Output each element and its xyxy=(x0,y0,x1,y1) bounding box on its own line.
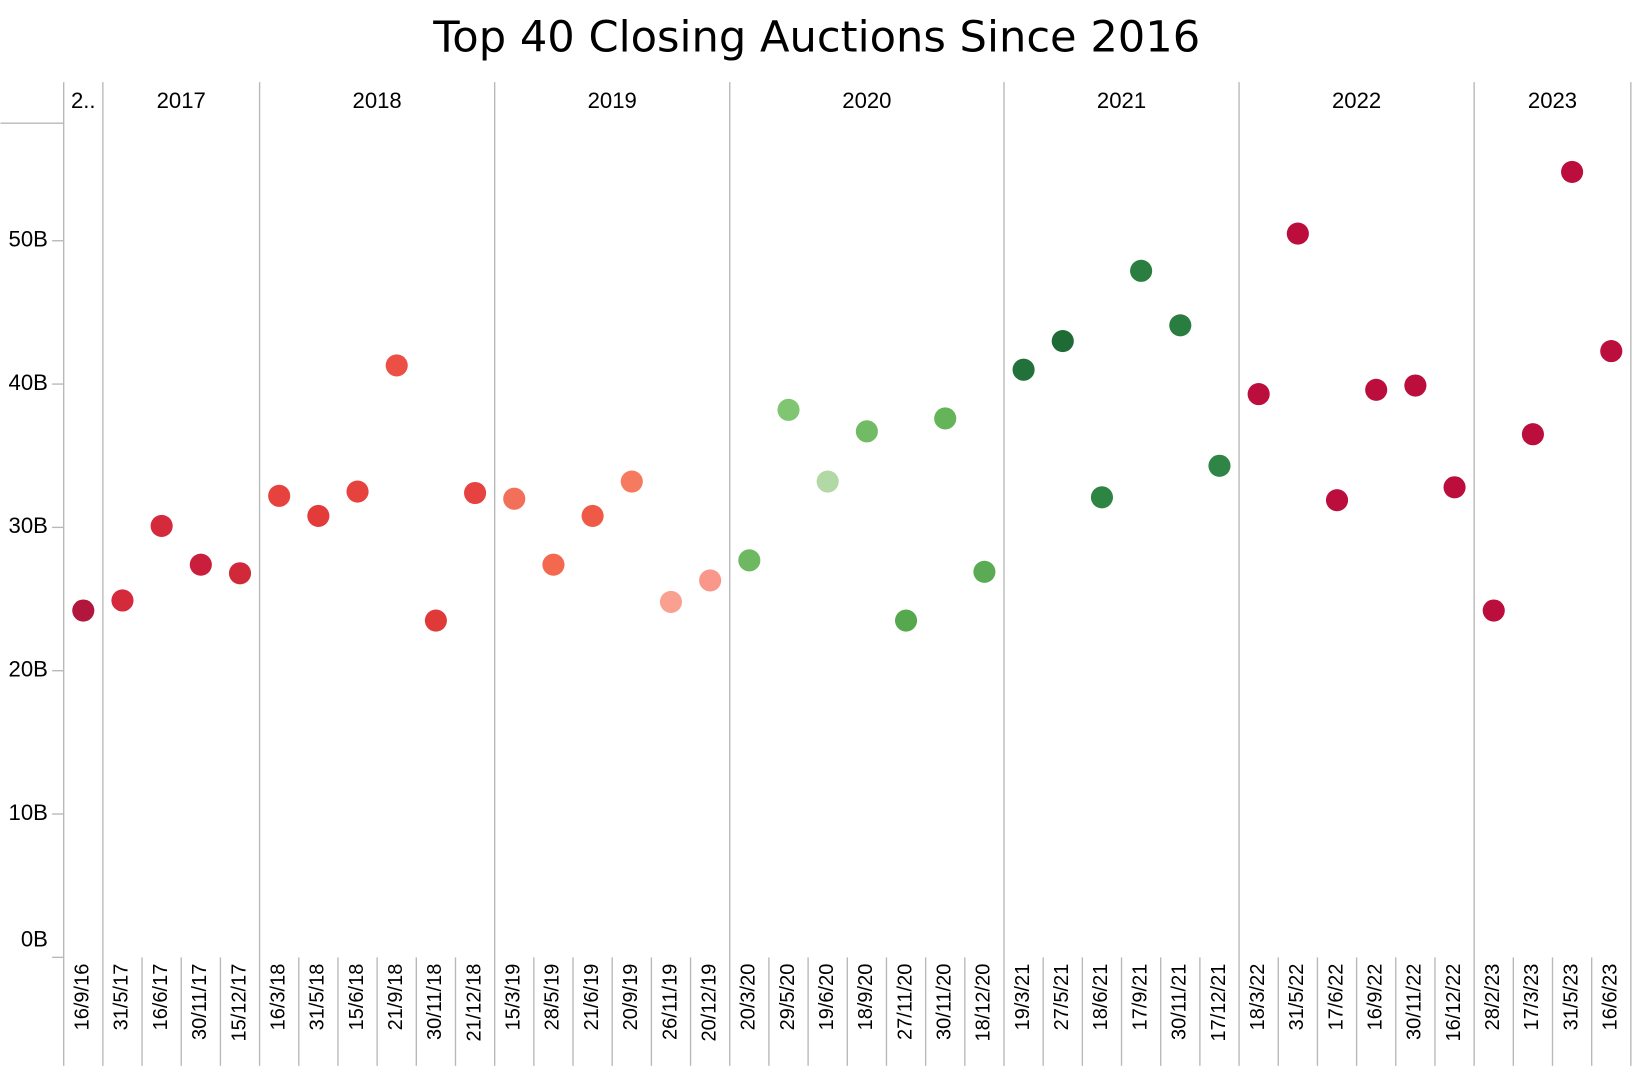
dot xyxy=(1521,423,1544,446)
dot xyxy=(228,562,252,585)
y-tick-label: 10B xyxy=(9,800,48,825)
y-tick-label: 30B xyxy=(9,513,48,538)
year-header: 2023 xyxy=(1528,88,1577,113)
dot xyxy=(385,354,408,377)
dot xyxy=(307,504,330,527)
dot xyxy=(894,609,918,632)
dot xyxy=(268,484,291,507)
dot xyxy=(1365,378,1388,401)
dot xyxy=(1247,383,1270,406)
dot xyxy=(1051,330,1074,353)
x-tick-label: 17/12/21 xyxy=(1208,964,1230,1042)
x-tick-label: 27/5/21 xyxy=(1051,964,1073,1031)
x-tick-label: 30/11/20 xyxy=(934,964,956,1040)
dot xyxy=(1482,599,1505,622)
dot xyxy=(346,480,369,503)
chart-title: Top 40 Closing Auctions Since 2016 xyxy=(432,13,1200,63)
x-tick-label: 16/9/16 xyxy=(72,964,94,1031)
x-tick-label: 31/5/18 xyxy=(307,964,329,1031)
dot xyxy=(1169,314,1192,337)
x-tick-label: 26/11/19 xyxy=(659,964,681,1040)
x-tick-label: 30/11/21 xyxy=(1169,964,1191,1040)
x-tick-label: 18/12/20 xyxy=(973,964,995,1042)
dot xyxy=(542,553,565,576)
dot xyxy=(72,599,95,622)
x-tick-label: 20/3/20 xyxy=(738,964,760,1031)
x-tick-label: 20/12/19 xyxy=(698,964,720,1042)
dot xyxy=(1325,489,1349,512)
x-tick-label: 18/9/20 xyxy=(855,964,877,1031)
dot xyxy=(150,514,173,538)
dot xyxy=(111,589,134,612)
y-tick-label: 40B xyxy=(9,370,48,395)
x-tick-label: 19/3/21 xyxy=(1012,964,1034,1031)
x-tick-label: 16/6/17 xyxy=(150,964,172,1031)
x-tick-label: 19/6/20 xyxy=(816,964,838,1031)
x-tick-label: 21/6/19 xyxy=(581,964,603,1031)
dot xyxy=(777,398,800,421)
x-tick-label: 17/3/23 xyxy=(1521,964,1543,1031)
x-tick-label: 31/5/17 xyxy=(111,964,133,1031)
dot xyxy=(659,590,683,613)
dot xyxy=(464,481,487,505)
year-header: 2019 xyxy=(588,88,637,113)
x-tick-label: 20/9/19 xyxy=(620,964,642,1031)
y-tick-label: 50B xyxy=(9,227,48,252)
x-tick-label: 18/6/21 xyxy=(1090,964,1112,1031)
x-tick-label: 29/5/20 xyxy=(777,964,799,1031)
dot xyxy=(620,470,643,493)
x-tick-label: 16/12/22 xyxy=(1443,964,1465,1042)
dot xyxy=(1600,340,1623,363)
dot xyxy=(1012,358,1035,381)
x-tick-label: 17/6/22 xyxy=(1325,964,1347,1031)
x-tick-label: 15/6/18 xyxy=(346,964,368,1031)
year-header: 2021 xyxy=(1097,88,1146,113)
x-tick-label: 31/5/23 xyxy=(1560,964,1582,1031)
year-header: 2.. xyxy=(71,88,96,113)
x-tick-label: 15/12/17 xyxy=(228,964,250,1042)
y-tick-label: 20B xyxy=(9,657,48,682)
x-tick-label: 28/2/23 xyxy=(1482,964,1504,1031)
x-tick-label: 18/3/22 xyxy=(1247,964,1269,1031)
dot xyxy=(1130,259,1153,282)
x-tick-label: 16/6/23 xyxy=(1600,964,1622,1031)
year-header: 2020 xyxy=(842,88,891,113)
x-tick-label: 17/9/21 xyxy=(1129,964,1151,1031)
dot xyxy=(738,549,761,572)
year-header: 2022 xyxy=(1332,88,1381,113)
x-tick-label: 21/9/18 xyxy=(385,964,407,1031)
dot xyxy=(1208,454,1231,477)
dot xyxy=(1286,222,1309,245)
year-header: 2018 xyxy=(353,88,402,113)
x-tick-label: 16/3/18 xyxy=(267,964,289,1031)
year-header: 2017 xyxy=(157,88,206,113)
x-tick-label: 21/12/18 xyxy=(463,964,485,1042)
dot xyxy=(1404,374,1427,397)
dot xyxy=(934,407,957,430)
x-tick-label: 30/11/18 xyxy=(424,964,446,1040)
x-tick-label: 30/11/22 xyxy=(1404,964,1426,1040)
x-tick-label: 31/5/22 xyxy=(1286,964,1308,1031)
dot xyxy=(503,487,526,510)
dot xyxy=(1561,160,1584,184)
dot xyxy=(816,470,839,493)
x-tick-label: 16/9/22 xyxy=(1364,964,1386,1031)
x-tick-label: 30/11/17 xyxy=(189,964,211,1040)
y-tick-label: 0B xyxy=(21,926,48,951)
dot xyxy=(1443,476,1466,499)
dot xyxy=(973,560,996,583)
dot xyxy=(189,553,212,576)
dot xyxy=(855,420,878,443)
x-tick-label: 28/5/19 xyxy=(542,964,564,1031)
dot xyxy=(581,504,604,527)
x-tick-label: 15/3/19 xyxy=(503,964,525,1031)
dot xyxy=(1090,486,1113,509)
dot xyxy=(699,569,722,592)
x-tick-label: 27/11/20 xyxy=(894,964,916,1040)
dot xyxy=(424,609,447,632)
